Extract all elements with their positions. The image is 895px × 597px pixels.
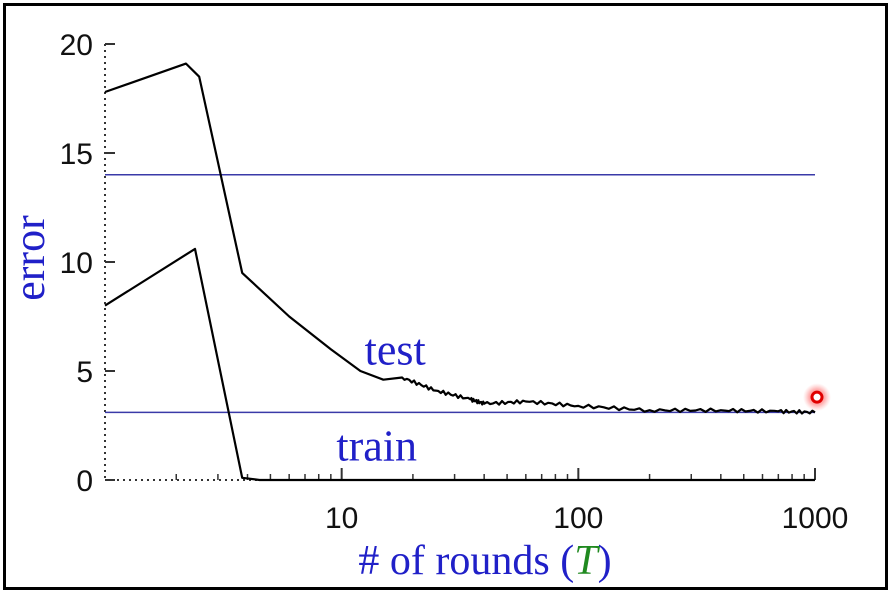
reference-lines [105, 174, 815, 414]
series-lines [104, 62, 816, 482]
x-tick-label: 100 [553, 502, 603, 535]
x-tick-label: 10 [325, 502, 358, 535]
y-axis-label: error [5, 215, 54, 301]
axes [104, 43, 816, 481]
x-tick-label: 1000 [782, 502, 849, 535]
tick-labels: 10 100 1000 0 5 10 15 20 [60, 29, 849, 535]
marker-dot [810, 390, 824, 404]
x-axis-label-suffix: ) [598, 538, 612, 584]
annotation-test: test [365, 325, 426, 374]
y-tick-label: 5 [76, 356, 93, 389]
series-line-test [104, 62, 816, 415]
annotations: test train [336, 325, 831, 470]
y-tick-label: 20 [60, 29, 93, 62]
y-tick-label: 0 [76, 465, 93, 498]
x-axis-label-prefix: # of rounds ( [358, 538, 574, 584]
y-tick-label: 10 [60, 247, 93, 280]
series-line-train [104, 247, 815, 482]
x-axis-label-var: T [574, 538, 600, 584]
chart-frame [3, 3, 888, 590]
y-tick-label: 15 [60, 138, 93, 171]
annotation-train: train [336, 421, 417, 470]
x-axis-label: # of rounds (T) [358, 538, 611, 584]
